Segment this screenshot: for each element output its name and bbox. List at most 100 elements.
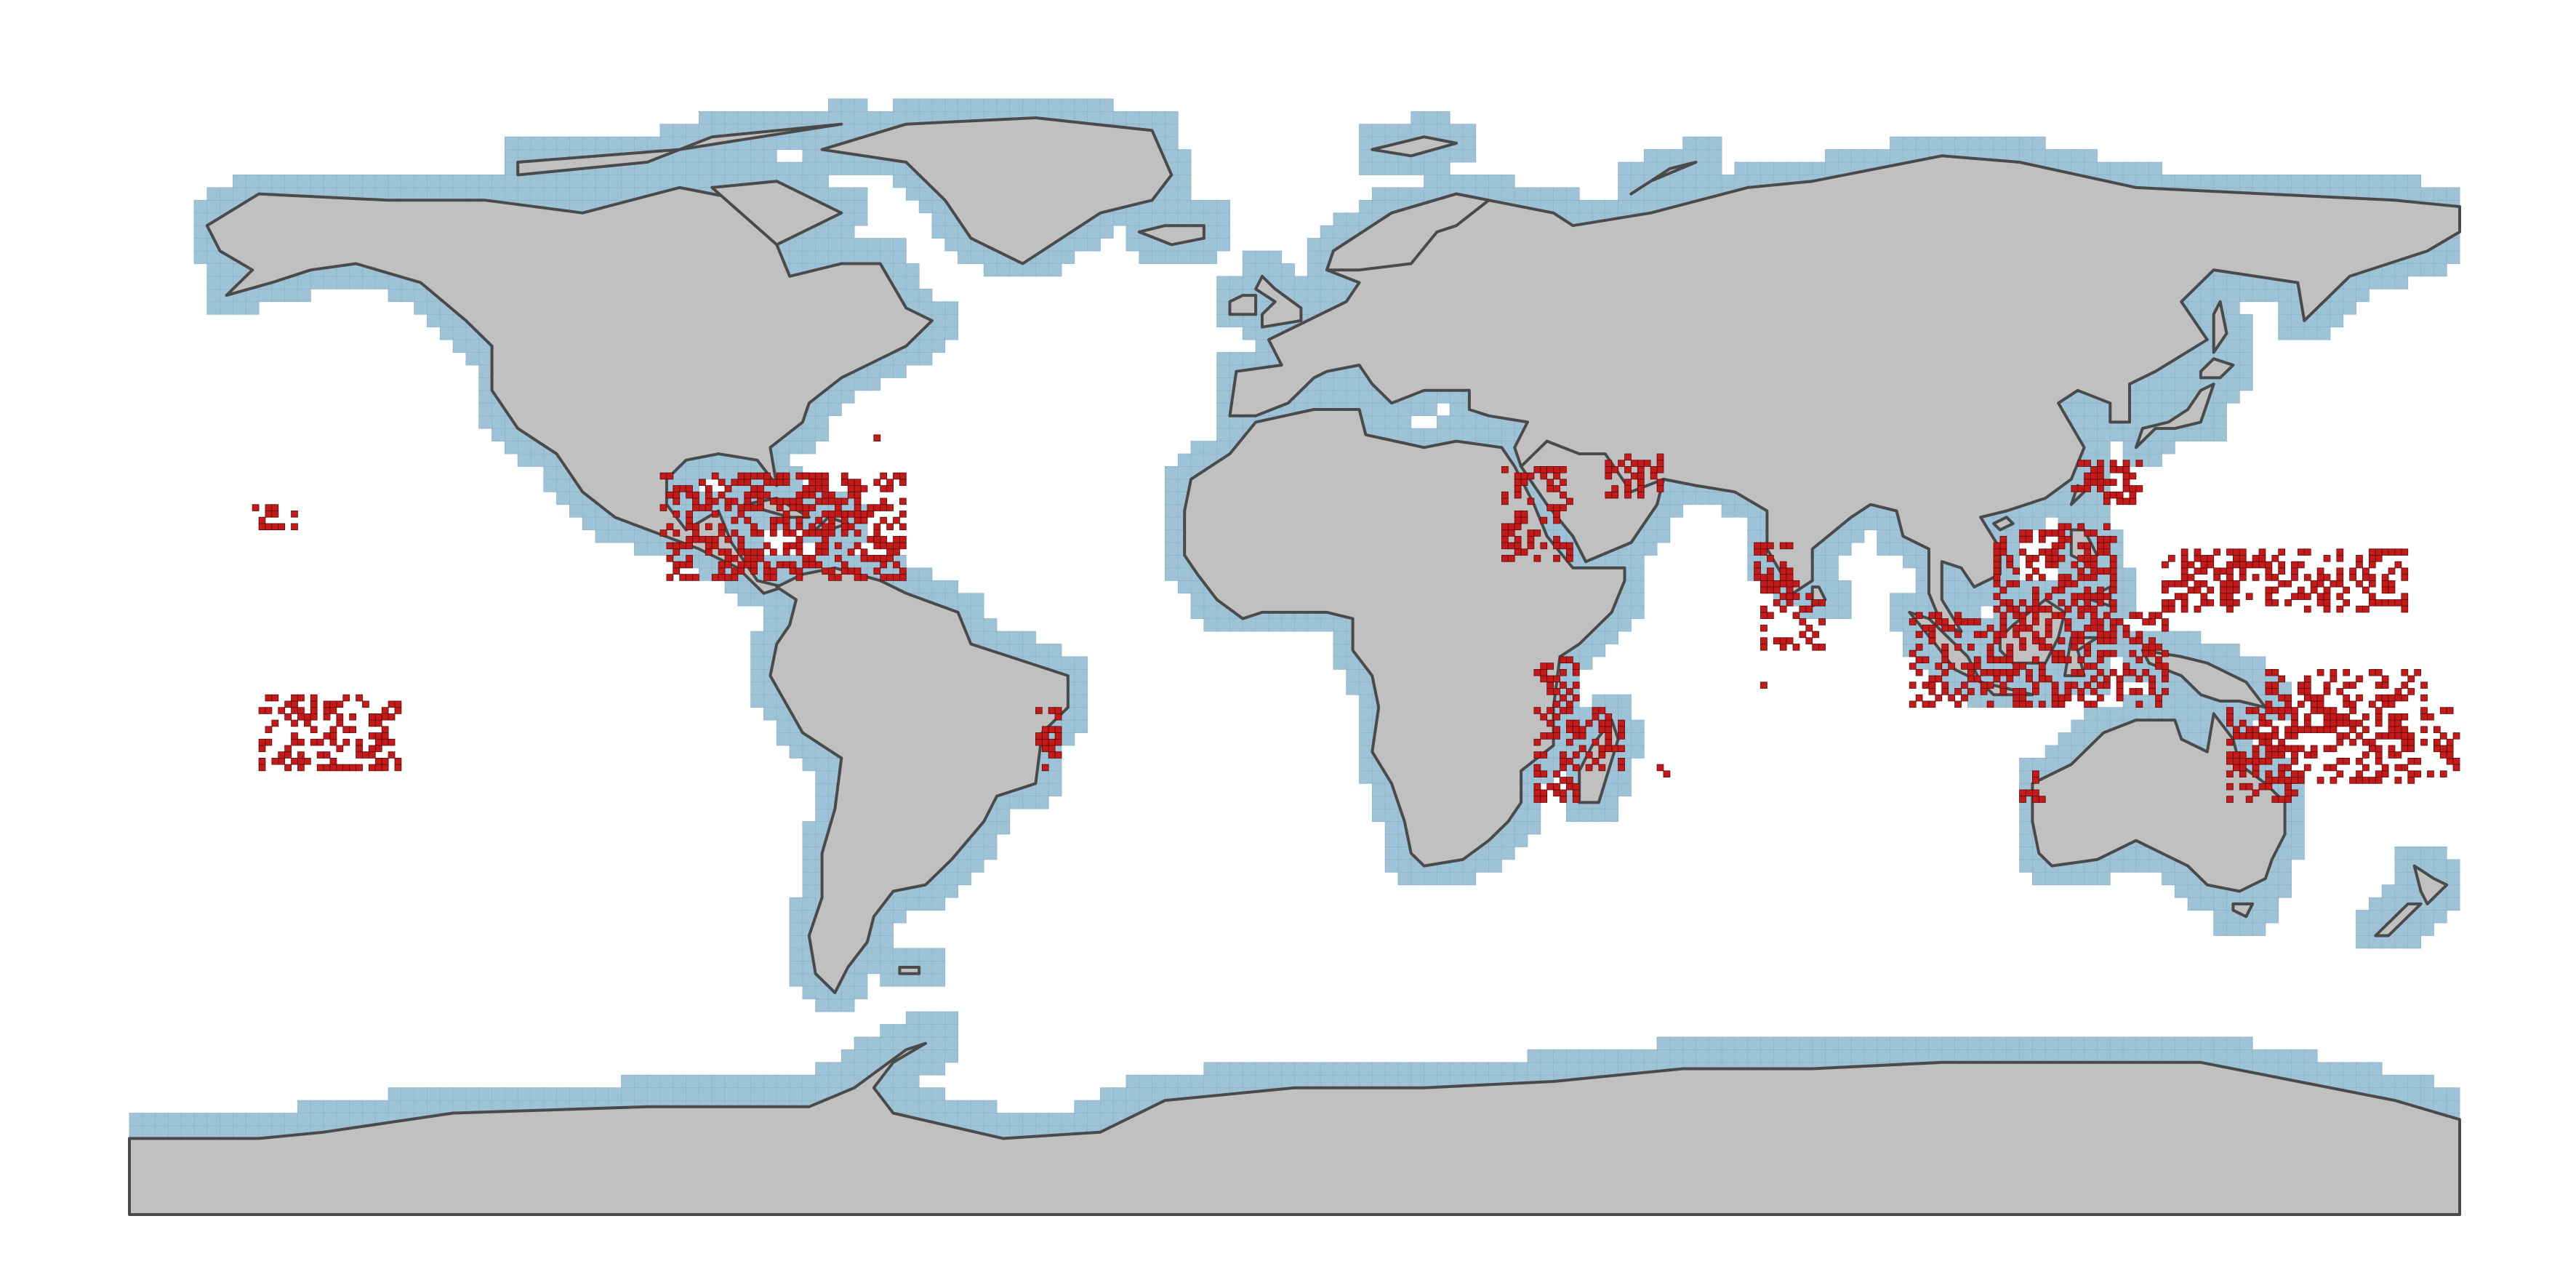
shelf-cell xyxy=(880,238,894,252)
shelf-cell xyxy=(1501,1062,1515,1076)
highlight-cell-caribbean xyxy=(822,529,829,537)
highlight-cell-caribbean xyxy=(880,574,888,581)
shelf-cell xyxy=(1760,1049,1774,1063)
shelf-cell xyxy=(206,199,221,214)
highlight-cell-caribbean xyxy=(744,555,752,562)
shelf-cell xyxy=(931,339,946,353)
shelf-cell xyxy=(944,1049,958,1063)
shelf-cell xyxy=(2162,1036,2175,1050)
shelf-cell xyxy=(2265,1062,2279,1076)
shelf-cell xyxy=(582,136,596,150)
shelf-cell xyxy=(2433,910,2447,924)
shelf-cell xyxy=(1255,1062,1269,1076)
shelf-cell xyxy=(1708,1049,1722,1063)
highlight-cell-caribbean xyxy=(893,516,900,524)
shelf-cell xyxy=(1333,212,1347,226)
shelf-cell xyxy=(2019,149,2033,163)
shelf-cell xyxy=(1411,428,1424,441)
shelf-cell xyxy=(556,479,570,492)
highlight-cell-caribbean xyxy=(737,548,745,556)
shelf-cell xyxy=(2213,910,2227,924)
shelf-cell xyxy=(802,821,816,835)
shelf-cell xyxy=(918,567,933,581)
shelf-cell xyxy=(1035,796,1049,809)
shelf-cell xyxy=(646,1087,661,1101)
highlight-cell-india-west-coast xyxy=(1760,586,1768,594)
shelf-cell xyxy=(634,175,648,188)
highlight-cell-red-sea xyxy=(1527,472,1535,480)
shelf-cell xyxy=(2187,884,2202,898)
shelf-cell xyxy=(2252,175,2266,188)
shelf-cell xyxy=(763,111,777,125)
highlight-cell-caribbean xyxy=(673,491,681,499)
highlight-cell-caribbean xyxy=(737,561,745,569)
highlight-cell-caribbean xyxy=(718,523,726,531)
shelf-cell xyxy=(1074,98,1088,112)
highlight-cell-caribbean xyxy=(750,485,758,492)
shelf-cell xyxy=(427,187,441,201)
shelf-cell xyxy=(1333,656,1347,670)
highlight-cell-caribbean xyxy=(893,548,900,556)
shelf-cell xyxy=(1682,491,1696,505)
shelf-cell xyxy=(880,364,894,378)
highlight-cell-caribbean xyxy=(899,535,907,543)
shelf-cell xyxy=(2006,542,2021,556)
highlight-cell-caribbean xyxy=(893,574,900,581)
shelf-cell xyxy=(1268,250,1283,264)
highlight-cell-caribbean xyxy=(673,542,681,550)
shelf-cell xyxy=(2122,1036,2137,1050)
shelf-cell xyxy=(2109,1049,2124,1063)
shelf-cell xyxy=(1307,263,1321,277)
shelf-cell xyxy=(802,745,816,759)
shelf-cell xyxy=(1165,212,1179,226)
shelf-cell xyxy=(2407,847,2421,860)
highlight-cell-caribbean xyxy=(795,523,803,531)
shelf-cell xyxy=(2381,175,2396,188)
highlight-cell-india-west-coast xyxy=(1754,542,1761,550)
shelf-cell xyxy=(1216,276,1230,289)
shelf-cell xyxy=(854,1049,868,1063)
shelf-cell xyxy=(1696,1049,1709,1063)
land-antarctica xyxy=(128,1041,2461,1216)
shelf-cell xyxy=(724,111,739,125)
shelf-cell xyxy=(1074,707,1088,721)
highlight-cell-caribbean xyxy=(880,472,888,480)
shelf-cell xyxy=(1216,618,1230,632)
highlight-cell-india-west-coast xyxy=(1786,567,1794,575)
shelf-cell xyxy=(802,175,816,188)
shelf-cell xyxy=(1488,428,1502,441)
shelf-cell xyxy=(1734,1049,1749,1063)
shelf-cell xyxy=(1229,313,1243,328)
highlight-cell-caribbean xyxy=(757,548,764,556)
shelf-cell xyxy=(1436,390,1450,404)
shelf-cell xyxy=(1825,567,1839,581)
shelf-cell xyxy=(776,136,790,150)
shelf-cell xyxy=(206,1113,221,1127)
shelf-cell xyxy=(2187,631,2202,644)
highlight-cell-red-sea xyxy=(1527,497,1535,505)
shelf-cell xyxy=(1462,175,1477,188)
shelf-cell xyxy=(996,796,1011,809)
highlight-cell-caribbean xyxy=(835,511,842,518)
shelf-cell xyxy=(1307,238,1321,252)
highlight-cell-caribbean xyxy=(802,529,810,537)
shelf-cell xyxy=(2420,1087,2434,1101)
shelf-cell xyxy=(2394,847,2409,860)
shelf-cell xyxy=(2291,796,2305,809)
shelf-cell xyxy=(815,402,829,417)
shelf-cell xyxy=(1863,516,1878,530)
shelf-cell xyxy=(2330,301,2344,315)
highlight-cell-sri-lanka-maldives xyxy=(1766,586,1774,594)
shelf-cell xyxy=(2097,859,2111,873)
shelf-cell xyxy=(2368,910,2383,924)
shelf-cell xyxy=(983,98,998,112)
shelf-cell xyxy=(2316,327,2331,340)
highlight-cell-caribbean xyxy=(718,491,726,499)
shelf-cell xyxy=(970,593,984,607)
shelf-cell xyxy=(2200,301,2215,315)
shelf-cell xyxy=(582,175,596,188)
shelf-cell xyxy=(1475,859,1489,873)
shelf-cell xyxy=(1384,402,1399,417)
highlight-cell-caribbean xyxy=(893,561,900,569)
shelf-cell xyxy=(543,175,557,188)
